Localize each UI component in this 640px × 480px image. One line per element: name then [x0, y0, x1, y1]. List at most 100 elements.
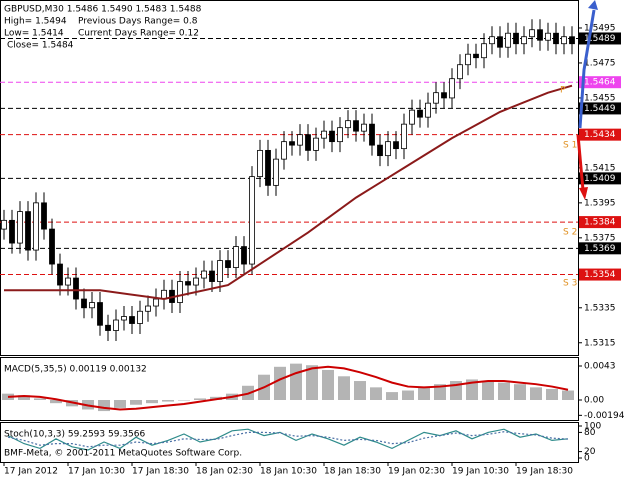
x-tick-label: 18 Jan 10:30	[260, 467, 317, 477]
candle-body	[441, 92, 447, 99]
level-box	[579, 76, 621, 89]
candle-body	[17, 211, 23, 244]
y-tick-label: 1.5415	[584, 163, 616, 173]
macd-bar	[402, 390, 414, 401]
macd-bar	[50, 400, 62, 404]
candle-body	[257, 149, 263, 178]
level-label: 1.5464	[584, 78, 616, 88]
x-tick-label: 19 Jan 10:30	[452, 467, 509, 477]
candle-body	[505, 32, 511, 48]
panel-title: MACD(5,35,5) 0.00119 0.00132	[4, 365, 147, 375]
candle-body	[177, 281, 183, 303]
level-label: 1.5369	[584, 244, 616, 254]
candle-body	[273, 158, 279, 186]
level-box	[579, 216, 621, 229]
candle-body	[569, 36, 575, 45]
y-tick-label: 20	[584, 447, 596, 457]
moving-average	[4, 84, 573, 301]
macd-bar	[322, 369, 334, 401]
copyright: BMF-Meta, © 2001-2011 MetaQuotes Softwar…	[4, 449, 242, 459]
header-title: GBPUSD,M30 1.5486 1.5490 1.5483 1.5488	[4, 5, 202, 15]
candle-body	[313, 137, 319, 151]
pivot-label: S 1	[563, 141, 577, 151]
candle-body	[337, 127, 343, 143]
candle-body	[537, 29, 543, 41]
macd-bar	[306, 365, 318, 401]
candle-body	[297, 134, 303, 146]
candle-body	[377, 144, 383, 157]
candle-body	[425, 102, 431, 118]
candle-body	[329, 130, 335, 143]
macd-bar	[194, 398, 206, 401]
candle-body	[145, 305, 151, 312]
macd-bar	[18, 395, 30, 401]
candle-body	[513, 32, 519, 45]
candle-body	[361, 123, 367, 132]
header-info: Close= 1.5484	[7, 41, 74, 51]
macd-bar	[562, 390, 574, 401]
y-tick-label: 0.00	[584, 396, 604, 406]
macd-bar	[130, 400, 142, 405]
y-tick-label: 80	[584, 428, 596, 438]
candle-body	[129, 316, 135, 324]
candle-body	[449, 78, 455, 99]
candle-body	[185, 281, 191, 286]
candle-body	[97, 302, 103, 326]
candle-body	[153, 298, 159, 307]
candle-body	[305, 134, 311, 151]
candle-body	[561, 36, 567, 45]
arrow-head	[579, 187, 588, 200]
candle-body	[25, 211, 31, 251]
macd-bar	[530, 387, 542, 401]
y-tick-label: 1.5375	[584, 233, 616, 243]
y-tick-label: 1.5475	[584, 58, 616, 68]
macd-bar	[338, 376, 350, 401]
macd-bar	[2, 393, 14, 401]
macd-bar	[386, 392, 398, 401]
level-box	[579, 268, 621, 281]
pivot-label: P	[560, 86, 566, 96]
level-label: 1.5434	[584, 130, 616, 140]
forecast-arrow-up	[578, 9, 596, 129]
candle-body	[137, 310, 143, 324]
panel-frame	[0, 422, 579, 463]
candle-body	[249, 176, 255, 265]
x-tick-label: 19 Jan 18:30	[516, 467, 573, 477]
candle-body	[369, 123, 375, 146]
macd-bar	[514, 384, 526, 401]
candle-body	[41, 202, 47, 230]
pivot-label: S 3	[563, 279, 577, 289]
x-tick-label: 17 Jan 2012	[4, 467, 58, 477]
candle-body	[417, 109, 423, 118]
y-tick-label: 1.5495	[584, 23, 616, 33]
candle-body	[385, 141, 391, 157]
stoch-line	[7, 428, 569, 451]
y-tick-label: 1.5315	[584, 338, 616, 348]
header-info: High= 1.5494	[4, 17, 67, 27]
x-tick-label: 17 Jan 10:30	[68, 467, 125, 477]
panel-title: Stoch(10,3,3) 59.2593 59.3566	[4, 430, 145, 440]
macd-bar	[370, 387, 382, 401]
candle-body	[321, 130, 327, 139]
header-info: Current Days Range= 0.12	[78, 29, 199, 39]
macd-bar	[274, 366, 286, 401]
candle-body	[57, 263, 63, 286]
candle-body	[49, 228, 55, 265]
candle-body	[89, 302, 95, 309]
macd-bar	[482, 381, 494, 401]
x-tick-label: 18 Jan 18:30	[324, 467, 381, 477]
y-tick-label: -0.00194	[584, 411, 625, 421]
macd-bar	[466, 379, 478, 401]
candle-body	[105, 324, 111, 331]
level-box	[579, 128, 621, 141]
candle-body	[225, 260, 231, 268]
level-box	[579, 242, 621, 255]
macd-bar	[114, 400, 126, 408]
header-info: Low= 1.5414	[4, 29, 64, 39]
candle-body	[497, 36, 503, 48]
candle-body	[465, 53, 471, 66]
candle-body	[545, 32, 551, 41]
candle-body	[529, 29, 535, 38]
